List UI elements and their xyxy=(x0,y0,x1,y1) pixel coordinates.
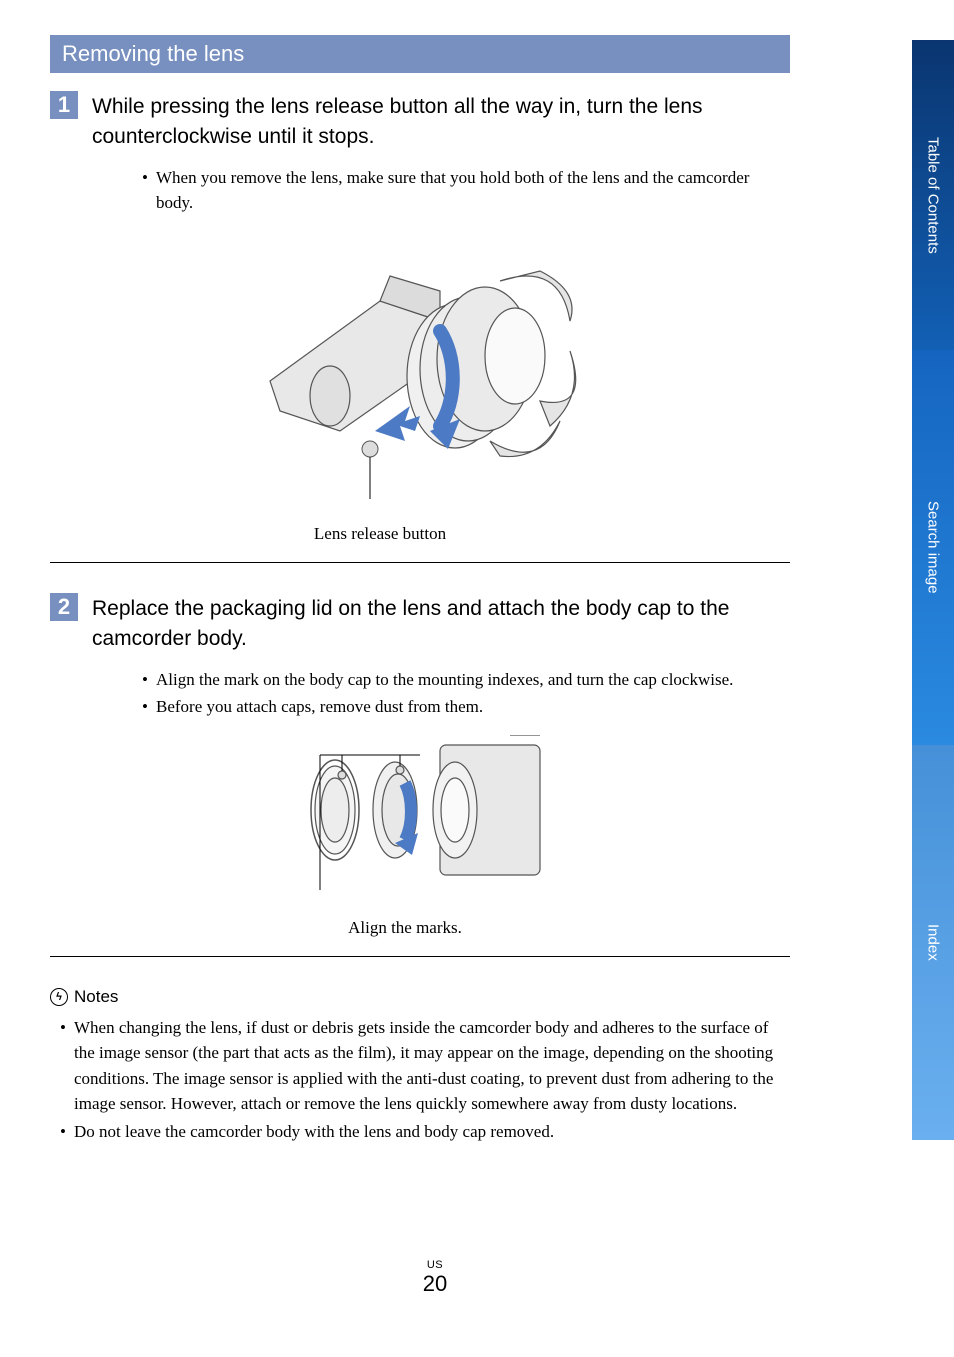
side-tabs: Table of Contents Search image Index xyxy=(912,40,954,1140)
section-header: Removing the lens xyxy=(50,35,790,73)
bullet-item: Before you attach caps, remove dust from… xyxy=(142,694,790,720)
tab-table-of-contents[interactable]: Table of Contents xyxy=(912,40,954,350)
notes-item: When changing the lens, if dust or debri… xyxy=(50,1015,790,1117)
body-cap-illustration xyxy=(280,735,560,905)
step-1-bullets: When you remove the lens, make sure that… xyxy=(142,165,790,216)
step-text-2: Replace the packaging lid on the lens an… xyxy=(92,593,790,655)
page-footer: US 20 xyxy=(0,1259,870,1297)
figure-1-caption: Lens release button xyxy=(0,524,790,544)
step-text-1: While pressing the lens release button a… xyxy=(92,91,790,153)
step-1: 1 While pressing the lens release button… xyxy=(50,91,790,153)
step-number-1: 1 xyxy=(50,91,78,119)
notes-icon: ϟ xyxy=(50,988,68,1006)
figure-1: Lens release button xyxy=(50,231,790,544)
tab-index[interactable]: Index xyxy=(912,745,954,1140)
bullet-item: Align the mark on the body cap to the mo… xyxy=(142,667,790,693)
figure-2: Align the marks. xyxy=(50,735,790,938)
figure-2-caption: Align the marks. xyxy=(20,918,790,938)
notes-label: Notes xyxy=(74,987,118,1007)
notes-header: ϟ Notes xyxy=(50,987,790,1007)
step-2-bullets: Align the mark on the body cap to the mo… xyxy=(142,667,790,720)
divider-1 xyxy=(50,562,790,563)
bullet-item: When you remove the lens, make sure that… xyxy=(142,165,790,216)
step-2: 2 Replace the packaging lid on the lens … xyxy=(50,593,790,655)
notes-item: Do not leave the camcorder body with the… xyxy=(50,1119,790,1145)
page-region: US xyxy=(0,1259,870,1271)
page-number: 20 xyxy=(0,1271,870,1297)
step-number-2: 2 xyxy=(50,593,78,621)
divider-2 xyxy=(50,956,790,957)
tab-search-image[interactable]: Search image xyxy=(912,350,954,745)
lens-removal-illustration xyxy=(240,231,600,511)
notes-list: When changing the lens, if dust or debri… xyxy=(50,1015,790,1145)
